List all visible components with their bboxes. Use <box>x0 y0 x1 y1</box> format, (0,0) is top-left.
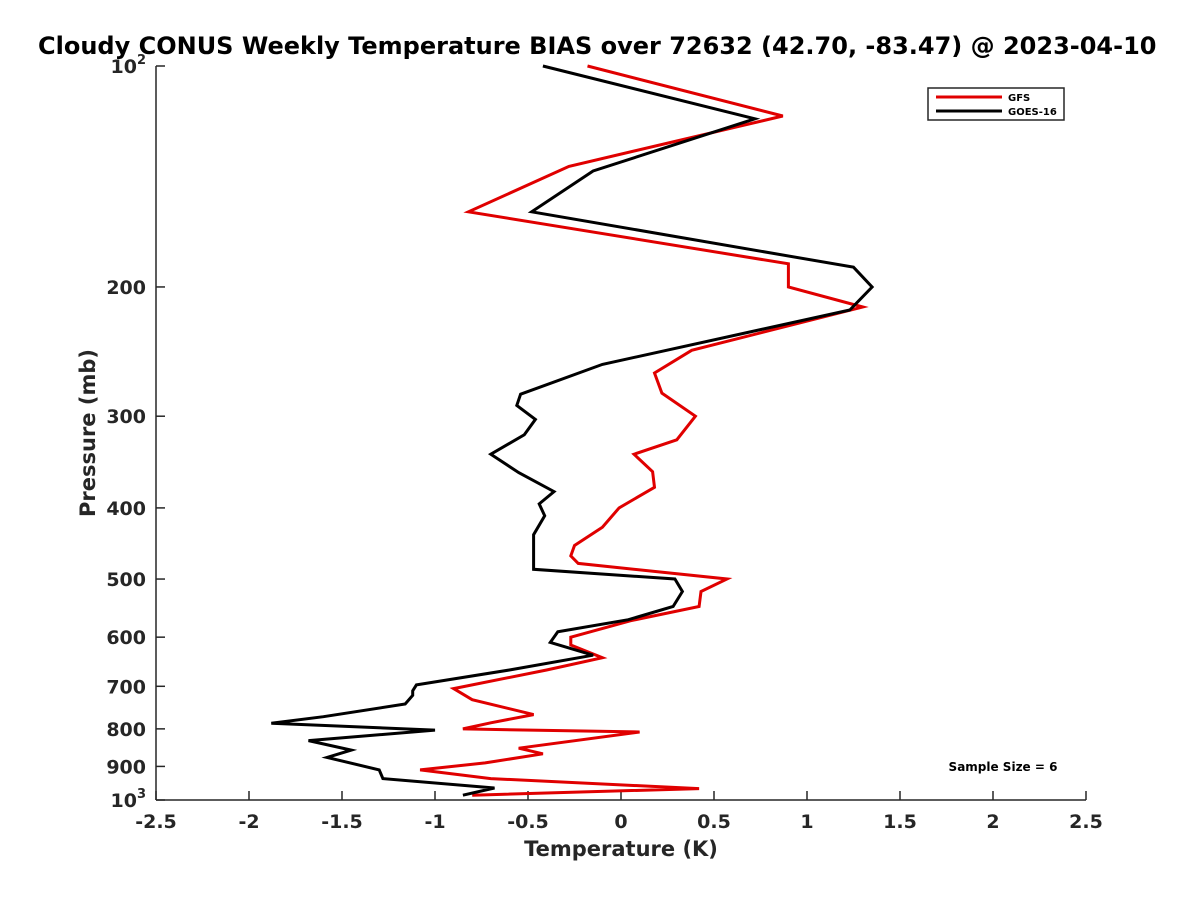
y-tick-label: 600 <box>106 627 146 649</box>
chart-title: Cloudy CONUS Weekly Temperature BIAS ove… <box>38 32 1156 60</box>
x-tick-label: -2.5 <box>135 811 177 833</box>
x-tick-label: -1.5 <box>321 811 363 833</box>
y-tick-label: 500 <box>106 569 146 591</box>
y-tick-label: 103 <box>111 787 147 812</box>
y-tick-label-exponent: 3 <box>137 787 146 802</box>
y-tick-label-base: 10 <box>111 790 137 812</box>
x-axis-ticks: -2.5 -2 -1.5 -1 -0.5 0 0.5 1 1.5 2 2.5 <box>135 791 1103 833</box>
x-tick-label: -1 <box>424 811 445 833</box>
sample-size-annotation: Sample Size = 6 <box>949 760 1058 774</box>
series-line-goes-16 <box>271 64 875 797</box>
chart-axes <box>155 66 1086 801</box>
y-tick-label: 800 <box>106 719 146 741</box>
y-tick-label: 300 <box>106 406 146 428</box>
y-tick-label: 900 <box>106 756 146 778</box>
y-tick-label: 400 <box>106 498 146 520</box>
y-tick-label: 102 <box>111 53 147 78</box>
x-tick-label: 2 <box>986 811 999 833</box>
x-tick-label: 1.5 <box>883 811 917 833</box>
y-tick-label: 700 <box>106 676 146 698</box>
y-tick-label-base: 10 <box>111 56 137 78</box>
legend-box <box>927 87 1065 121</box>
x-tick-label: 0 <box>614 811 627 833</box>
x-tick-label: 1 <box>800 811 813 833</box>
y-tick-label-exponent: 2 <box>137 53 146 68</box>
y-tick-label: 200 <box>106 277 146 299</box>
legend-label: GFS <box>1008 93 1030 104</box>
x-tick-label: -0.5 <box>507 811 549 833</box>
x-tick-label: -2 <box>238 811 259 833</box>
series-line-gfs <box>419 64 869 797</box>
x-tick-label: 2.5 <box>1069 811 1103 833</box>
x-tick-label: 0.5 <box>697 811 731 833</box>
x-axis-label: Temperature (K) <box>524 837 718 861</box>
chart-legend: GFS GOES-16 <box>927 87 1065 121</box>
series-layer <box>271 64 875 797</box>
y-axis-label: Pressure (mb) <box>76 349 100 517</box>
legend-label: GOES-16 <box>1008 107 1057 118</box>
